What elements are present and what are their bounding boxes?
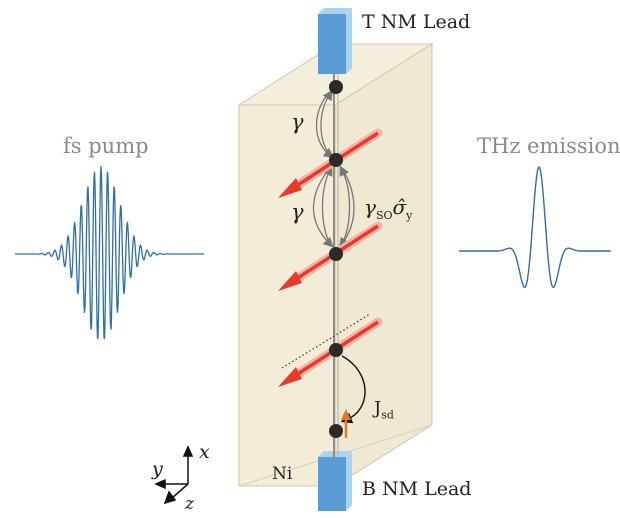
jsd-spin-arrow <box>341 409 351 438</box>
gamma-so-subscript: SO <box>375 209 393 222</box>
material-label: Ni <box>272 464 293 484</box>
bottom-lead-label: B NM Lead <box>362 478 472 500</box>
hopping-arrows-top <box>316 89 335 159</box>
sigma-subscript: y <box>406 209 413 222</box>
top-lead-label: T NM Lead <box>362 11 471 33</box>
site-1 <box>329 80 343 94</box>
jsd-label: Jsd <box>374 398 394 422</box>
fs-pump-pulse <box>15 165 204 340</box>
site-2 <box>329 153 343 167</box>
bottom-lead <box>318 451 352 511</box>
hopping-arrows-mid <box>312 165 355 249</box>
gamma-so-symbol: γ <box>364 195 376 219</box>
coordinate-axes <box>154 445 194 505</box>
emission-label: THz emission <box>477 134 620 158</box>
jsd-coupling-arrow <box>340 355 366 424</box>
axis-x-label: x <box>199 441 210 463</box>
site-5 <box>329 424 343 438</box>
axis-y-label: y <box>152 458 163 480</box>
thz-emission-pulse <box>459 166 611 289</box>
lattice-sites <box>329 80 343 438</box>
pump-label: fs pump <box>63 134 149 158</box>
jsd-subscript: sd <box>381 408 394 422</box>
gamma-top-label: γ <box>291 110 304 134</box>
site-4 <box>329 343 343 357</box>
axis-z-label: z <box>185 494 194 514</box>
site-3 <box>329 247 343 261</box>
sigma-operator: σ̂ <box>392 195 407 219</box>
gamma-mid-label: γ <box>291 200 304 224</box>
jsd-symbol: J <box>374 398 382 419</box>
top-lead <box>318 8 352 74</box>
spin-guide-dotted-line <box>281 313 371 369</box>
gamma-so-label: γSOσ̂y <box>364 195 412 222</box>
ni-slab <box>237 43 434 487</box>
